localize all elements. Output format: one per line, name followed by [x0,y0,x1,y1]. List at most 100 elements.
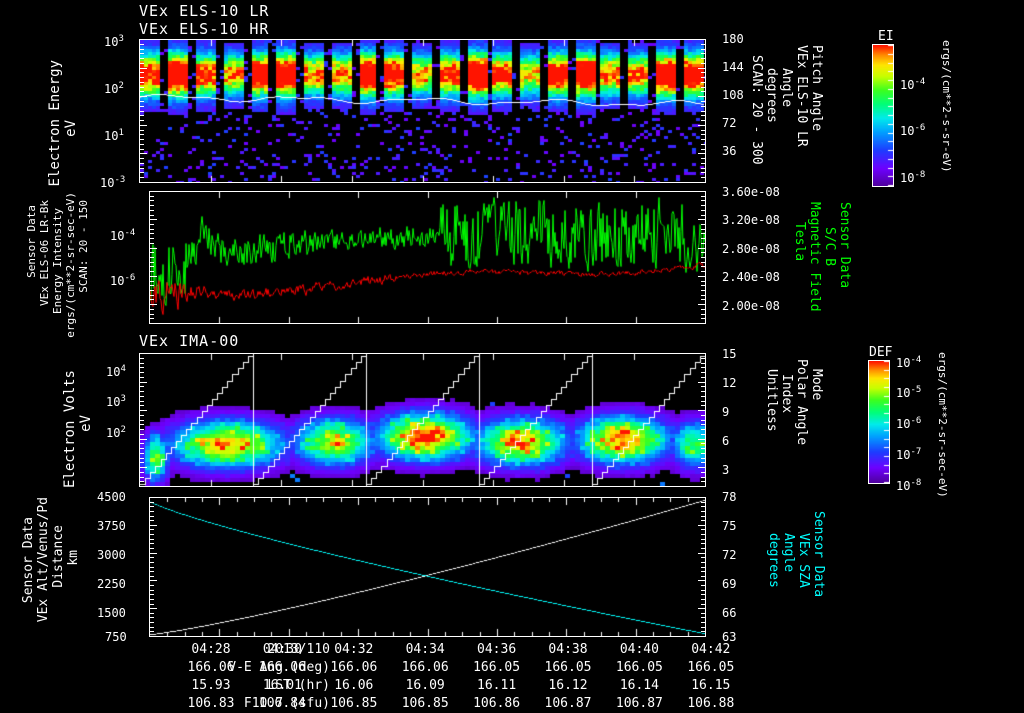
panel4-right-axis-tick [701,548,706,549]
panel2-right-axis-tick [701,309,706,310]
colorbar2-canvas [869,361,889,483]
panel4-ytick-2: 3000 [97,548,126,562]
panel3-ylabel-line2: eV [78,415,94,432]
table-cell: 16.01 [262,678,302,693]
panel3-ytick-0: 104 [106,364,126,379]
panel1-y2label-line5: SCAN: 20 - 300 [749,55,764,165]
panel1-left-axis-tick [139,158,144,159]
panel3-right-axis-tick [701,462,706,463]
panel1-right-axis-tick [701,82,706,83]
panel2-right-axis-tick [701,266,706,267]
panel2-y2tick-0: 3.60e-08 [722,185,780,199]
panel1-left-axis-tick [139,153,147,154]
panel3-left-axis-tick [139,439,147,440]
table-cell: 166.06 [258,660,306,675]
colorbar2-tick-1: 10-5 [896,385,922,400]
colorbar2-tick-0: 10-4 [896,355,922,370]
table-cell: 106.85 [401,696,449,711]
panel4-right-axis-tick [701,502,706,503]
panel4-right-axis-tick [701,534,706,535]
panel4-ytick-0: 4500 [97,490,126,504]
panel1-right-axis-tick [701,44,706,45]
panel3-left-axis-tick [139,420,144,421]
panel4-right-axis-tick [701,562,706,563]
panel4-right-axis-tick [701,627,706,628]
table-cell: 106.83 [187,696,235,711]
panel1-ytick-2: 101 [104,128,124,143]
panel1-left-axis-tick [139,101,144,102]
panel4-ylabel-line3: Distance [51,525,66,588]
panel4-right-axis-tick [701,599,706,600]
panel3-left-axis-tick [139,367,144,368]
panel1-ytick-3: 10-3 [100,175,126,190]
panel3-left-axis-tick [139,391,144,392]
panel4-y2label-line3: Angle [781,533,796,573]
panel2-ylabel-line4: ergs/(cm**2-sr-sec-eV) [64,192,77,338]
panel2-y2tick-1: 3.20e-08 [722,213,780,227]
table-cell: 106.87 [615,696,663,711]
panel4-left-axis-tick [149,534,154,535]
panel2-left-axis-tick [149,215,154,216]
panel2-right-axis-tick [701,262,706,263]
panel4-left-axis-tick [149,497,157,498]
panel1-right-axis-tick [701,115,706,116]
panel2-y2label-line4: Tesla [792,222,807,262]
panel3-y2tick-3: 6 [722,434,730,448]
panel1-left-axis-tick [139,139,144,140]
panel2-right-axis-tick [701,252,706,253]
panel2-left-axis-tick [149,219,157,220]
panel4-left-axis-tick [149,539,154,540]
table-row-label: F10.7 (sfu) [243,696,330,711]
panel1-ylabel-line1: Electron Energy [47,60,63,187]
panel1-right-axis-tick [698,182,706,183]
panel2-ylabel-line3: Energy Intensity [51,208,64,314]
panel4-right-axis-tick [701,520,706,521]
colorbar1-canvas [873,45,893,186]
table-cell: 166.05 [615,660,663,675]
bottom-data-table: 2013/110 V-E Ang (deg) LST (hr) F10.7 (sfu)… [0,641,1024,711]
panel3-right-axis-tick [698,382,706,383]
panel3-left-axis-tick [139,358,144,359]
panel2-y2tick-4: 2.00e-08 [722,299,780,313]
panel3-right-axis-tick [701,448,706,449]
panel3-left-axis-tick [139,377,144,378]
panel3-y2label-line1: Mode [809,369,824,401]
panel3-right-axis-tick [701,458,706,459]
panel2-ylabel-line2: VEx ELS-06 LR-Bk [38,200,51,306]
colorbar1-units: ergs/(cm**2-s-sr-eV) [940,40,953,173]
panel1-right-axis-tick [701,87,706,88]
panel1-left-axis-tick [139,144,144,145]
panel3-left-axis-tick [139,458,144,459]
colorbar2-gradient [868,360,890,484]
panel3-right-axis-tick [701,377,706,378]
panel1-right-axis-tick [701,177,706,178]
panel3-y2tick-4: 3 [722,463,730,477]
panel2-right-axis-tick [701,314,706,315]
panel4-left-axis-tick [149,516,154,517]
panel2-right-axis-tick [698,219,706,220]
panel1-ytick-0: 103 [104,34,124,49]
table-cell: 106.85 [330,696,378,711]
panel3-left-axis-tick [139,382,147,383]
panel3-y2tick-0: 15 [722,347,737,361]
panel2-ylabel-line5: SCAN: 20 - 150 [77,200,90,293]
panel1-left-axis-tick [139,82,144,83]
panel4-left-axis-tick [149,548,154,549]
panel4-left-axis-tick [149,520,154,521]
panel1-right-axis-tick [698,125,706,126]
panel4-right-axis-tick [701,529,706,530]
panel4-right-axis-tick [698,608,706,609]
panel3-left-axis-tick [139,424,144,425]
panel4-right-axis-tick [698,553,706,554]
panel4-right-axis-tick [701,557,706,558]
panel1-right-axis-tick [701,101,706,102]
panel2-right-axis-tick [701,257,706,258]
panel1-spectrogram-canvas [140,40,705,182]
panel1-right-axis-tick [701,58,706,59]
panel3-right-axis-tick [698,410,706,411]
panel4-right-axis-tick [698,580,706,581]
panel2-ytick-1: 10-6 [110,273,136,288]
panel2-left-axis-tick [149,323,154,324]
table-date-label: 2013/110 [267,642,330,657]
panel1-right-axis-tick [701,134,706,135]
